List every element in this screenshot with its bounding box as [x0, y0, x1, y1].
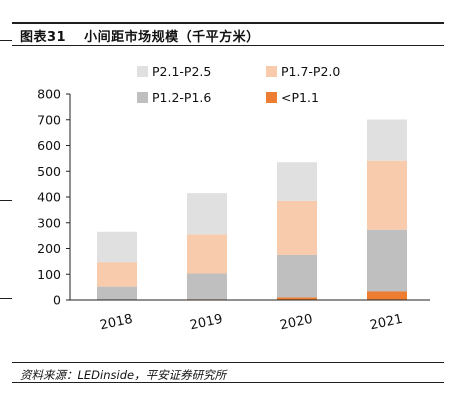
y-tick-label: 100: [37, 267, 61, 282]
chart-legend: P2.1-P2.5 P1.7-P2.0 P1.2-P1.6 <P1.1: [137, 64, 340, 105]
legend-swatch: [137, 66, 148, 77]
x-axis: 2018 2019 2020 2021: [70, 299, 430, 334]
x-tick-label: 2020: [279, 312, 314, 334]
y-tick-label: 800: [37, 87, 61, 102]
bar-segment: [367, 291, 407, 300]
y-tick-label: 0: [53, 293, 61, 308]
legend-label: P1.7-P2.0: [281, 64, 340, 79]
bar-segment: [277, 162, 317, 201]
legend-swatch: [137, 92, 148, 103]
bar-area: [97, 119, 407, 300]
bar-segment: [367, 229, 407, 292]
figure-title: 图表31 小间距市场规模（千平方米）: [20, 26, 260, 45]
left-margin-tick: [0, 40, 12, 41]
legend-swatch: [266, 66, 277, 77]
legend-swatch: [266, 92, 277, 103]
legend-label: P1.2-P1.6: [152, 90, 211, 105]
left-margin-tick: [0, 200, 12, 201]
bar-segment: [187, 273, 227, 300]
legend-label: <P1.1: [281, 90, 319, 105]
bar-segment: [97, 286, 137, 300]
y-tick-label: 400: [37, 190, 61, 205]
y-axis: 0 100 200 300 400 500 600 700 800: [37, 87, 71, 308]
title-rule: [12, 45, 444, 46]
y-tick-label: 500: [37, 164, 61, 179]
source-rule: [12, 362, 444, 363]
bar-segment: [277, 254, 317, 298]
x-tick-label: 2021: [369, 312, 404, 334]
bottom-rule: [12, 382, 444, 383]
bar-segment: [367, 119, 407, 161]
bar-segment: [97, 231, 137, 263]
y-tick-label: 600: [37, 138, 61, 153]
left-margin-tick: [0, 298, 12, 299]
top-rule: [12, 22, 444, 24]
x-tick-label: 2019: [189, 312, 224, 334]
bar-segment: [277, 297, 317, 300]
y-tick-label: 700: [37, 112, 61, 127]
source-note: 资料来源：LEDinside，平安证券研究所: [20, 368, 227, 382]
x-tick-label: 2018: [99, 312, 134, 334]
y-tick-label: 200: [37, 241, 61, 256]
figure-number: 图表31: [20, 30, 67, 45]
y-tick-label: 300: [37, 215, 61, 230]
figure-title-text: 小间距市场规模（千平方米）: [84, 30, 260, 45]
bar-segment: [367, 160, 407, 230]
bar-segment: [187, 234, 227, 274]
bar-segment: [97, 262, 137, 287]
bar-segment: [187, 193, 227, 235]
bar-segment: [277, 200, 317, 255]
legend-label: P2.1-P2.5: [152, 64, 211, 79]
